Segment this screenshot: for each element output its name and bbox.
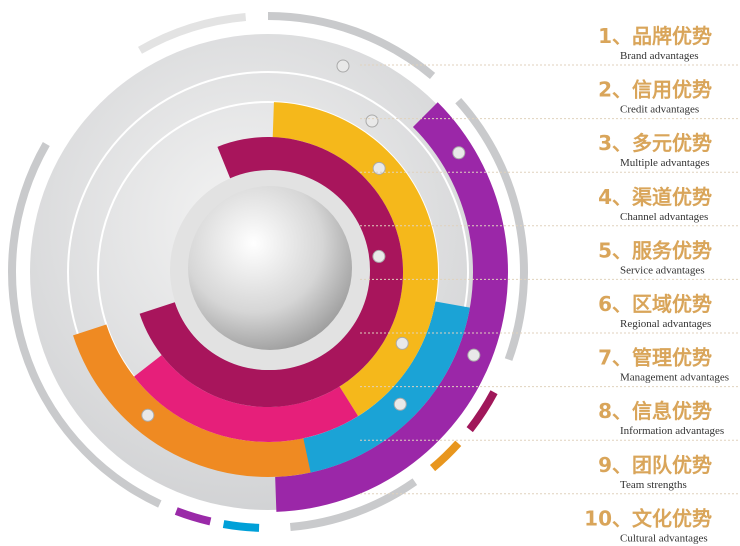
item-subtitle: Cultural advantages xyxy=(620,532,708,544)
outer-arc xyxy=(455,98,528,361)
outer-arc xyxy=(174,507,212,526)
color-band xyxy=(134,355,359,442)
color-band xyxy=(73,324,311,477)
item-title: 7、管理优势 xyxy=(598,346,712,370)
item-title: 8、信息优势 xyxy=(598,399,712,423)
outer-arc xyxy=(138,12,247,54)
outer-arc xyxy=(429,440,462,472)
item-title: 3、多元优势 xyxy=(598,131,712,155)
dot xyxy=(372,249,386,263)
circle-graphic xyxy=(8,12,528,532)
sphere xyxy=(188,186,352,350)
item-subtitle: Multiple advantages xyxy=(620,157,710,169)
outer-arc xyxy=(268,12,436,79)
dot xyxy=(336,59,350,73)
item-subtitle: Information advantages xyxy=(620,425,724,437)
item-title: 9、团队优势 xyxy=(598,453,712,477)
item-subtitle: Team strengths xyxy=(620,479,687,491)
dot xyxy=(393,397,407,411)
item-subtitle: Regional advantages xyxy=(620,318,711,330)
dot xyxy=(395,336,409,350)
dot xyxy=(372,161,386,175)
dot xyxy=(365,114,379,128)
outer-arc xyxy=(466,390,498,433)
item-subtitle: Credit advantages xyxy=(620,104,699,116)
item-title: 1、品牌优势 xyxy=(598,24,712,48)
item-title: 6、区域优势 xyxy=(598,292,712,316)
dot xyxy=(141,408,155,422)
item-subtitle: Channel advantages xyxy=(620,211,708,223)
item-subtitle: Service advantages xyxy=(620,264,705,276)
item-subtitle: Brand advantages xyxy=(620,50,699,62)
outer-arc xyxy=(222,520,260,532)
color-band xyxy=(297,301,470,474)
outer-arc xyxy=(289,478,418,532)
item-subtitle: Management advantages xyxy=(620,372,729,384)
color-band xyxy=(272,102,439,417)
color-band xyxy=(275,102,508,512)
item-title: 5、服务优势 xyxy=(598,238,712,262)
item-title: 10、文化优势 xyxy=(584,506,712,530)
item-title: 4、渠道优势 xyxy=(598,185,712,209)
item-title: 2、信用优势 xyxy=(598,78,712,102)
advantage-list: 1、品牌优势 Brand advantages 2、信用优势 Credit advan… xyxy=(360,24,738,544)
dot xyxy=(452,146,466,160)
dot xyxy=(467,348,481,362)
